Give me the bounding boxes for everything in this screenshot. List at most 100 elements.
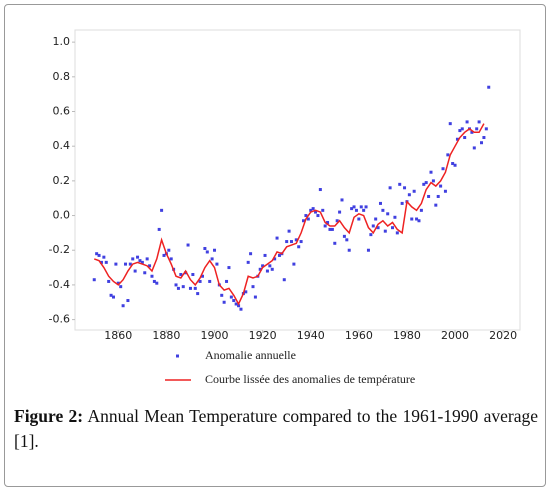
data-point — [138, 259, 142, 263]
plot-frame — [74, 29, 521, 331]
data-point — [395, 231, 399, 235]
data-point — [208, 279, 212, 283]
data-point — [234, 302, 238, 306]
y-tick-label: 1.0 — [53, 35, 71, 48]
data-point — [258, 267, 262, 271]
data-point — [186, 243, 190, 247]
data-point — [181, 285, 185, 289]
data-point — [261, 264, 265, 268]
data-point — [443, 189, 447, 193]
data-point — [364, 205, 368, 209]
data-point — [99, 260, 103, 264]
data-point — [359, 205, 363, 209]
y-tick-label: 0.8 — [53, 70, 71, 83]
data-point — [463, 136, 467, 140]
data-point — [126, 299, 130, 303]
data-point — [289, 240, 293, 244]
x-tick-label: 1860 — [104, 329, 132, 342]
y-tick-label: 0.4 — [53, 139, 71, 152]
data-point — [480, 141, 484, 145]
x-tick-label: 1940 — [297, 329, 325, 342]
data-point — [345, 238, 349, 242]
data-point — [439, 184, 443, 188]
data-point — [398, 182, 402, 186]
data-point — [376, 226, 380, 230]
data-point — [237, 304, 241, 308]
data-point — [323, 224, 327, 228]
data-point — [306, 217, 310, 221]
data-point — [412, 189, 416, 193]
smoothed-line — [93, 123, 485, 306]
data-point — [184, 271, 188, 275]
data-point — [133, 269, 137, 273]
data-point — [198, 279, 202, 283]
data-point — [388, 186, 392, 190]
data-point — [239, 307, 243, 311]
data-point — [434, 203, 438, 207]
data-point — [436, 194, 440, 198]
x-tick-label: 1960 — [345, 329, 373, 342]
data-point — [111, 295, 115, 299]
legend-label: Courbe lissée des anomalies de températu… — [205, 372, 415, 386]
data-point — [200, 274, 204, 278]
x-tick-label: 1920 — [249, 329, 277, 342]
data-point — [391, 226, 395, 230]
data-point — [381, 208, 385, 212]
data-point — [174, 283, 178, 287]
data-point — [210, 257, 214, 261]
data-point — [128, 262, 132, 266]
data-point — [383, 229, 387, 233]
data-point — [371, 224, 375, 228]
data-point — [338, 210, 342, 214]
data-point — [431, 179, 435, 183]
data-point — [393, 215, 397, 219]
data-point — [309, 208, 313, 212]
data-point — [95, 252, 99, 256]
data-point — [429, 170, 433, 174]
data-point — [273, 257, 277, 261]
data-point — [465, 120, 469, 124]
x-tick-label: 1900 — [201, 329, 229, 342]
y-tick-label: 0.2 — [53, 174, 71, 187]
x-tick-label: 2000 — [441, 329, 469, 342]
data-point — [292, 262, 296, 266]
x-tick-label: 1880 — [152, 329, 180, 342]
data-point — [157, 227, 161, 231]
data-point — [249, 252, 253, 256]
data-point — [314, 210, 318, 214]
data-point — [335, 219, 339, 223]
data-point — [333, 241, 337, 245]
data-point — [124, 262, 128, 266]
data-point — [116, 281, 120, 285]
data-point — [220, 293, 224, 297]
data-point — [107, 279, 111, 283]
data-point — [287, 229, 291, 233]
data-point — [203, 246, 207, 250]
data-point — [215, 262, 219, 266]
data-point — [251, 285, 255, 289]
data-point — [326, 220, 330, 224]
data-point — [277, 253, 281, 257]
data-point — [179, 273, 183, 277]
data-point — [297, 245, 301, 249]
data-point — [114, 262, 118, 266]
data-point — [145, 257, 149, 261]
data-point — [143, 271, 147, 275]
data-point — [270, 267, 274, 271]
y-tick-label: 0.6 — [53, 105, 71, 118]
data-point — [285, 240, 289, 244]
data-point — [484, 127, 488, 131]
data-point — [316, 214, 320, 218]
data-point — [477, 120, 481, 124]
data-point — [282, 278, 286, 282]
data-point — [354, 208, 358, 212]
data-point — [415, 217, 419, 221]
data-point — [304, 214, 308, 218]
data-point — [311, 207, 315, 211]
data-point — [268, 264, 272, 268]
data-point — [403, 186, 407, 190]
data-point — [150, 274, 154, 278]
data-point — [92, 278, 96, 282]
data-point — [475, 127, 479, 131]
